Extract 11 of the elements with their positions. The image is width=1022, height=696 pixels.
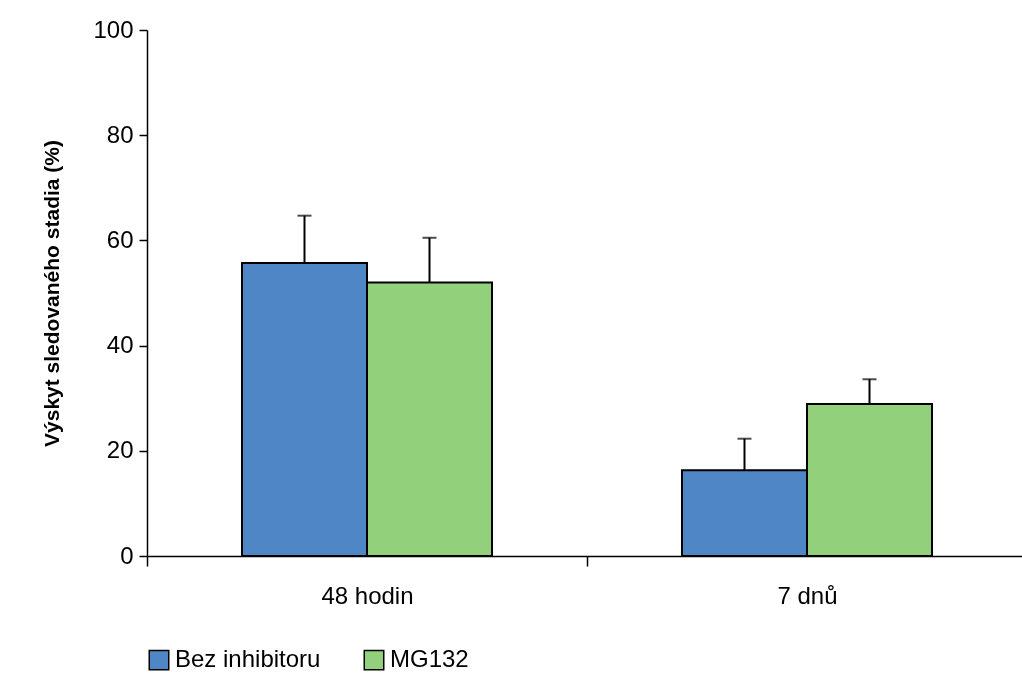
legend-label: MG132: [390, 645, 469, 673]
legend-label: Bez inhibitoru: [175, 645, 321, 673]
y-tick-label: 80: [106, 120, 134, 148]
y-tick-label: 0: [120, 541, 134, 569]
y-tick-label: 60: [106, 225, 134, 253]
y-tick-label: 20: [106, 436, 134, 464]
y-axis-title: Výskyt sledovaného stadia (%): [40, 140, 64, 447]
y-tick-label: 40: [106, 331, 134, 359]
x-tick-label: 48 hodin: [321, 581, 414, 609]
x-tick-label: 7 dnů: [777, 581, 838, 609]
y-tick-label: 100: [93, 15, 134, 43]
